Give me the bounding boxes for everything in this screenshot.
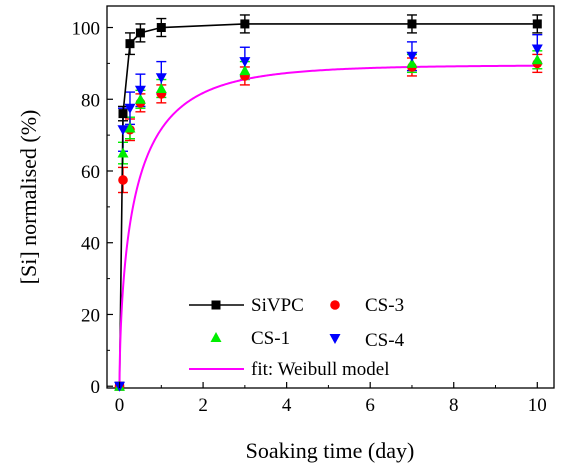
cs-1-point — [406, 57, 418, 68]
y-tick-label: 100 — [72, 19, 101, 40]
x-tick-label: 4 — [282, 395, 292, 416]
weibull-fit-curve — [118, 64, 540, 387]
y-tick-label: 20 — [81, 305, 100, 326]
y-tick-label: 60 — [81, 162, 100, 183]
sivpc-point — [135, 28, 145, 38]
x-tick-label: 8 — [449, 395, 459, 416]
cs-4-point — [406, 51, 418, 62]
legend-sivpc-marker — [211, 300, 221, 310]
legend-fit-label: fit: Weibull model — [251, 359, 390, 380]
x-tick-label: 10 — [528, 395, 547, 416]
legend-cs4-label: CS-4 — [365, 330, 405, 351]
markers — [114, 19, 543, 392]
legend-cs3-label: CS-3 — [365, 295, 404, 316]
x-tick-label: 2 — [198, 395, 208, 416]
cs-1-point — [124, 122, 136, 133]
legend-cs1-label: CS-1 — [251, 328, 290, 349]
cs-1-point — [239, 65, 251, 76]
cs-4-point — [239, 57, 251, 68]
legend-cs4-marker — [329, 334, 341, 344]
x-tick-label: 6 — [365, 395, 375, 416]
sivpc-point — [125, 39, 135, 49]
cs-4-point — [124, 103, 136, 114]
legend-cs3-marker — [330, 300, 340, 310]
y-axis-title: [Si] normalised (%) — [16, 110, 41, 285]
sivpc-point — [118, 109, 128, 119]
y-tick-label: 0 — [91, 377, 101, 398]
plot-frame — [106, 5, 555, 389]
cs-1-point — [531, 54, 543, 65]
cs-3-point — [118, 175, 128, 185]
fit-curve-group — [118, 64, 540, 387]
sivpc-point — [532, 19, 542, 29]
x-axis: 0 2 4 6 8 10 — [115, 382, 547, 416]
series-lines — [118, 23, 538, 387]
x-tick-label: 0 — [115, 395, 125, 416]
sivpc-line — [118, 23, 538, 387]
y-axis: 0 20 40 60 80 100 — [72, 19, 113, 398]
cs-1-point — [134, 93, 146, 104]
sivpc-point — [240, 19, 250, 29]
cs-1-point — [117, 147, 129, 158]
sivpc-point — [156, 23, 166, 33]
y-tick-label: 80 — [81, 90, 100, 111]
x-axis-title: Soaking time (day) — [246, 438, 415, 463]
legend-sivpc-label: SiVPC — [251, 295, 304, 316]
legend-cs1-marker — [210, 332, 222, 342]
cs-4-point — [134, 85, 146, 96]
cs-4-point — [155, 73, 167, 84]
y-tick-label: 40 — [81, 234, 100, 255]
error-bars — [118, 14, 543, 194]
cs-4-point — [117, 125, 129, 136]
cs-1-point — [155, 82, 167, 93]
legend: SiVPC CS-3 CS-1 CS-4 fit: Weibull model — [189, 295, 405, 380]
sivpc-point — [407, 19, 417, 29]
cs-4-point — [531, 44, 543, 55]
